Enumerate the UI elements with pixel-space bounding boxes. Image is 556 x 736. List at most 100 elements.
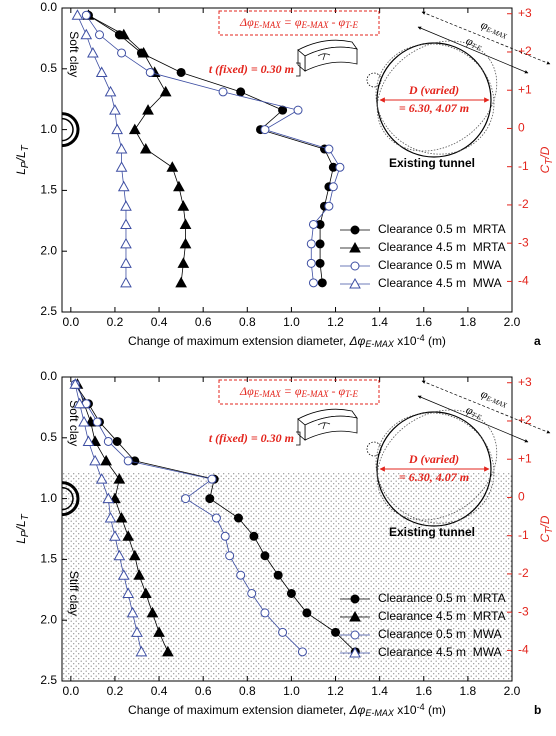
data-point (109, 104, 121, 115)
phi-inner-label-part: φ (464, 402, 476, 418)
y-tick-label: 0.0 (40, 0, 57, 14)
data-point (120, 257, 132, 268)
x-tick-label: 0.6 (195, 684, 212, 698)
data-point (122, 587, 135, 598)
phi-inner-label: φT-E (464, 402, 485, 421)
y2-tick-label: 0 (518, 490, 525, 504)
data-point (220, 531, 230, 541)
y2-tick-label: -2 (518, 566, 529, 580)
y2-tick-label: -4 (518, 643, 529, 657)
thickness-label: t (fixed) = 0.30 m (209, 62, 294, 76)
phi-inner-label-part: φ (464, 33, 476, 49)
data-point (120, 237, 132, 249)
x-tick-label: 0.6 (195, 315, 212, 329)
phi-outer-label-part: φ (479, 386, 491, 402)
data-point (117, 48, 127, 58)
y2-tick-label: +3 (518, 6, 532, 20)
data-point (73, 397, 86, 409)
data-point (260, 551, 270, 561)
x-tick-label: 1.2 (327, 684, 344, 698)
y-tick-label: 0.5 (40, 61, 57, 75)
data-point (100, 454, 112, 466)
data-point (139, 587, 152, 598)
data-point (278, 627, 288, 637)
data-point (162, 645, 174, 657)
y2-tick-label: -4 (518, 274, 529, 288)
y-tick-label: 2.0 (40, 243, 57, 257)
data-point (247, 588, 257, 598)
formula-part: E-MAX (300, 389, 328, 399)
x-tick-label: 0.2 (107, 684, 124, 698)
lining-front (304, 415, 358, 441)
data-point (117, 28, 130, 40)
data-point (293, 105, 303, 115)
y2-axis-title-part: T (544, 527, 555, 534)
data-point (349, 610, 361, 622)
plot-frame (61, 7, 513, 313)
lining-front (304, 46, 358, 72)
y-tick-label: 1.0 (40, 122, 57, 136)
series-line (88, 14, 186, 283)
data-point (350, 261, 360, 271)
x-axis-title-part: -4 (417, 702, 425, 712)
data-point (159, 85, 172, 97)
x-tick-label: 1.4 (371, 315, 388, 329)
formula-part: E-MAX (300, 20, 328, 30)
x-tick-label: 1.0 (283, 684, 300, 698)
x-axis-title-part: E-MAX (365, 339, 395, 349)
data-point (249, 531, 259, 541)
panel-label: b (534, 703, 541, 717)
data-point (95, 66, 108, 77)
data-point (349, 646, 361, 658)
data-point (111, 123, 123, 135)
layer-label: Stiff clay (67, 571, 81, 616)
data-point (297, 647, 307, 657)
formula-part: T-E (345, 20, 358, 30)
data-point (324, 144, 334, 154)
phi-outer-label-part: E-MAX (484, 394, 508, 410)
phi-outer-label-part: E-MAX (484, 25, 508, 41)
formula-part: - φ (328, 384, 345, 398)
y-axis-title-part: T (20, 144, 31, 151)
y-axis-title-part: T (20, 513, 31, 520)
data-point (179, 237, 192, 249)
x-tick-label: 1.6 (415, 315, 432, 329)
layer-label: Soft clay (67, 400, 81, 446)
legend-label: Clearance 4.5 m MRTA (378, 240, 506, 254)
data-point (350, 594, 360, 604)
data-point (153, 626, 165, 637)
thickness-label: t (fixed) = 0.30 m (209, 431, 294, 445)
formula: ΔφE-MAX = φE-MAX - φT-E (239, 15, 358, 30)
data-point (218, 87, 228, 97)
data-point (117, 180, 130, 192)
deformed-outline (375, 43, 495, 155)
data-point (177, 257, 190, 268)
x-axis-title-part: Change of maximum extension diameter, (128, 334, 349, 348)
phi-inner-label-part: T-E (470, 41, 483, 52)
x-tick-label: 0.4 (151, 315, 168, 329)
detail-circle (366, 72, 382, 88)
phi-inner-label: φT-E (464, 33, 485, 52)
x-axis-title-part: x10 (394, 334, 417, 348)
tunnel-label: Existing tunnel (389, 525, 475, 539)
y-tick-label: 1.0 (40, 491, 57, 505)
y-axis-title-part: /L (14, 151, 28, 162)
x-axis-title-part: Δφ (349, 703, 366, 717)
phi-inner-label-part: T-E (470, 410, 483, 421)
y-tick-label: 0.5 (40, 430, 57, 444)
dim-inner (417, 395, 529, 443)
dim-outer (421, 380, 551, 434)
formula-box (218, 10, 380, 36)
x-tick-label: 0.8 (239, 684, 256, 698)
dim-outer (421, 11, 551, 65)
y2-axis-title-part: C (538, 533, 552, 542)
detail-circle (366, 441, 382, 457)
data-point (126, 606, 139, 618)
phi-outer-label-part: φ (479, 17, 491, 33)
data-point (207, 474, 217, 484)
legend-label: Clearance 4.5 m MWA (378, 645, 502, 659)
tunnel-inset: ΔφE-MAX = φE-MAX - φT-E t (fixed) = 0.30 … (209, 10, 551, 170)
data-point (133, 569, 146, 580)
data-point (145, 67, 155, 77)
data-point (117, 569, 130, 580)
